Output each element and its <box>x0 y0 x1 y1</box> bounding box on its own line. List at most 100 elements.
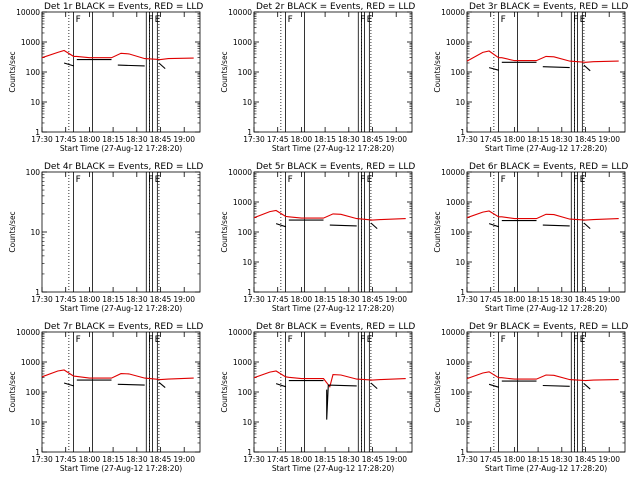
x-tick-label: 18:45 <box>362 135 384 144</box>
y-tick-label: 100 <box>238 228 253 237</box>
series-line-events <box>158 62 166 70</box>
y-tick-label: 1 <box>460 128 465 137</box>
series-line-events <box>275 223 286 228</box>
y-tick-label: 10 <box>242 418 252 427</box>
x-tick-label: 18:15 <box>527 135 549 144</box>
flag-label: F <box>360 15 365 25</box>
series-line-events <box>275 383 286 388</box>
y-tick-label: 1 <box>247 128 252 137</box>
x-tick-label: 17:30 <box>456 295 478 304</box>
series-line-events <box>488 223 499 228</box>
y-axis-label: Counts/sec <box>433 51 442 92</box>
x-tick-label: 17:30 <box>456 455 478 464</box>
y-tick-label: 10000 <box>228 168 252 177</box>
plot-frame <box>466 331 626 453</box>
y-tick-label: 1000 <box>233 38 252 47</box>
flag-label: E <box>580 15 586 25</box>
y-axis-label: Counts/sec <box>220 211 229 252</box>
flag-label: F <box>573 175 578 185</box>
y-tick-label: 10 <box>455 98 465 107</box>
chart-panel: Det 7r BLACK = Events, RED = LLD 1 10 100 10… <box>8 322 203 473</box>
flag-label: E <box>155 15 161 25</box>
x-tick-label: 19:00 <box>598 295 620 304</box>
chart-title: Det 3r BLACK = Events, RED = LLD <box>469 2 628 12</box>
x-tick-label: 18:15 <box>527 295 549 304</box>
y-tick-label: 100 <box>26 388 41 397</box>
chart-panel: Det 9r BLACK = Events, RED = LLD 1 10 100 10… <box>433 322 628 473</box>
x-tick-label: 19:00 <box>173 295 195 304</box>
x-tick-label: 17:30 <box>31 135 53 144</box>
y-tick-label: 10000 <box>441 328 465 337</box>
y-tick-label: 10 <box>455 258 465 267</box>
chart-title: Det 1r BLACK = Events, RED = LLD <box>44 2 203 12</box>
x-tick-label: 18:15 <box>102 135 124 144</box>
x-tick-label: 18:45 <box>150 295 172 304</box>
x-tick-label: 19:00 <box>385 135 407 144</box>
x-tick-label: 18:45 <box>575 455 597 464</box>
series-line-events <box>329 224 357 227</box>
flag-label: E <box>367 15 373 25</box>
x-axis-label: Start Time (27-Aug-12 17:28:20) <box>60 464 182 473</box>
flag-label: F <box>501 335 506 345</box>
series-line-events <box>63 62 74 67</box>
x-axis-label: Start Time (27-Aug-12 17:28:20) <box>272 304 394 313</box>
series-line-lld <box>466 210 619 221</box>
x-axis-label: Start Time (27-Aug-12 17:28:20) <box>485 304 607 313</box>
x-tick-label: 18:00 <box>79 295 101 304</box>
x-tick-label: 17:45 <box>267 135 289 144</box>
flag-label: F <box>360 335 365 345</box>
y-tick-label: 1 <box>247 448 252 457</box>
x-tick-label: 18:00 <box>291 135 313 144</box>
series-line-lld <box>41 49 194 61</box>
series-line-events <box>117 383 145 386</box>
y-axis-label: Counts/sec <box>433 371 442 412</box>
plot-frame <box>41 11 201 133</box>
flag-label: F <box>573 15 578 25</box>
chart-panel: Det 1r BLACK = Events, RED = LLD 1 10 100 10… <box>8 2 203 153</box>
chart-title: Det 2r BLACK = Events, RED = LLD <box>256 2 415 12</box>
x-tick-label: 18:30 <box>551 295 573 304</box>
y-tick-label: 1 <box>35 288 40 297</box>
x-axis-label: Start Time (27-Aug-12 17:28:20) <box>485 464 607 473</box>
flag-label: E <box>367 175 373 185</box>
flag-label: F <box>76 335 81 345</box>
y-tick-label: 1000 <box>446 358 465 367</box>
series-line-events <box>63 382 74 387</box>
y-tick-label: 1 <box>35 128 40 137</box>
x-tick-label: 18:15 <box>102 295 124 304</box>
y-tick-label: 1000 <box>446 38 465 47</box>
x-tick-label: 17:45 <box>267 455 289 464</box>
y-tick-label: 1000 <box>233 198 252 207</box>
x-tick-label: 18:00 <box>504 295 526 304</box>
series-line-lld <box>466 371 619 382</box>
series-line-events <box>583 222 591 230</box>
x-tick-label: 18:30 <box>126 135 148 144</box>
flag-label: E <box>155 175 161 185</box>
x-tick-label: 17:45 <box>267 295 289 304</box>
series-line-events <box>583 64 591 72</box>
flag-label: F <box>76 15 81 25</box>
y-tick-label: 100 <box>451 388 466 397</box>
chart-panel: Det 3r BLACK = Events, RED = LLD 1 10 100 10… <box>433 2 628 153</box>
x-tick-label: 17:45 <box>55 135 77 144</box>
flag-label: E <box>367 335 373 345</box>
x-tick-label: 17:45 <box>480 455 502 464</box>
flag-label: F <box>288 175 293 185</box>
flag-label: F <box>148 335 153 345</box>
y-tick-label: 10000 <box>228 8 252 17</box>
series-line-lld <box>253 209 406 221</box>
chart-title: Det 6r BLACK = Events, RED = LLD <box>469 162 628 172</box>
x-tick-label: 18:45 <box>150 455 172 464</box>
x-tick-label: 19:00 <box>173 455 195 464</box>
y-axis-label: Counts/sec <box>433 211 442 252</box>
x-tick-label: 18:15 <box>314 135 336 144</box>
chart-panel: Det 8r BLACK = Events, RED = LLD 1 10 100 10… <box>220 322 415 473</box>
x-tick-label: 18:00 <box>291 455 313 464</box>
x-tick-label: 18:45 <box>362 455 384 464</box>
x-tick-label: 18:45 <box>575 295 597 304</box>
series-line-lld <box>41 369 194 381</box>
y-tick-label: 100 <box>451 228 466 237</box>
series-line-events <box>488 383 499 388</box>
x-axis-label: Start Time (27-Aug-12 17:28:20) <box>272 464 394 473</box>
y-tick-label: 10000 <box>228 328 252 337</box>
